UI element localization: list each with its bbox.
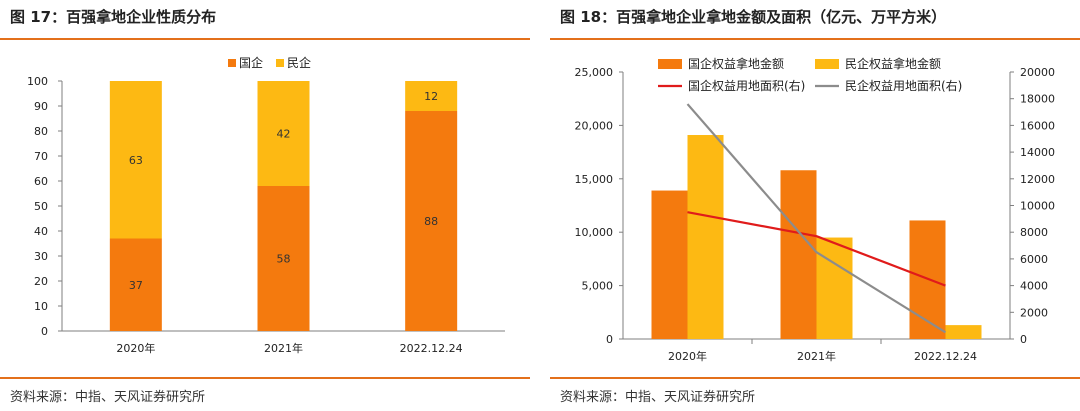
legend-private-area-label: 民企权益用地面积(右) <box>845 78 962 93</box>
legend-private-swatch <box>276 59 284 67</box>
y-tick-label: 20 <box>34 275 48 288</box>
x-tick-label: 2022.12.24 <box>914 350 977 363</box>
y-tick-label: 50 <box>34 200 48 213</box>
private-data-label: 12 <box>424 90 438 103</box>
soe-area-line <box>687 211 946 287</box>
left-y-tick-label: 20,000 <box>575 119 614 132</box>
private-bar <box>257 81 310 186</box>
soe-amount-bar <box>780 170 817 339</box>
right-y-tick-label: 0 <box>1020 333 1027 346</box>
right-y-tick-label: 2000 <box>1020 306 1048 319</box>
y-tick-label: 10 <box>34 300 48 313</box>
soe-bar <box>257 186 310 331</box>
right-y-tick-label: 20000 <box>1020 66 1055 79</box>
y-tick-label: 70 <box>34 150 48 163</box>
right-y-tick-label: 4000 <box>1020 280 1048 293</box>
y-tick-label: 90 <box>34 100 48 113</box>
left-source-note: 资料来源：中指、天风证券研究所 <box>10 390 206 405</box>
y-tick-label: 40 <box>34 225 48 238</box>
right-y-tick-label: 12000 <box>1020 173 1055 186</box>
private-bar <box>109 81 162 239</box>
soe-bar <box>405 111 458 331</box>
y-tick-label: 80 <box>34 125 48 138</box>
legend-private-amount-swatch <box>815 59 839 69</box>
y-tick-label: 100 <box>27 75 48 88</box>
land-amount-area-combo-chart: 0 5,000 10,000 15,000 20,000 25,000 0 2000 4000 6… <box>575 56 1056 363</box>
private-area-line <box>686 103 947 334</box>
legend-soe-label: 国企 <box>239 55 263 70</box>
x-tick-label: 2020年 <box>668 349 707 363</box>
private-amount-bar <box>687 135 724 339</box>
right-y-tick-label: 16000 <box>1020 119 1055 132</box>
right-y-tick-label: 8000 <box>1020 226 1048 239</box>
private-bar <box>405 81 458 111</box>
soe-data-label: 37 <box>129 279 143 292</box>
private-data-label: 63 <box>129 154 143 167</box>
legend-soe-swatch <box>228 59 236 67</box>
legend-soe-amount-label: 国企权益拿地金额 <box>688 56 784 71</box>
soe-bar <box>109 238 162 331</box>
soe-data-label: 88 <box>424 215 438 228</box>
y-tick-label: 0 <box>41 325 48 338</box>
left-figure-panel: 图 17：百强拿地企业性质分布 0 10 20 30 40 50 60 70 80 90 100 37… <box>0 0 530 411</box>
x-tick-label: 2022.12.24 <box>400 342 463 355</box>
left-y-tick-label: 5,000 <box>582 280 614 293</box>
right-top-rule <box>550 38 1080 40</box>
soe-amount-bar <box>651 190 688 339</box>
right-figure-title: 图 18：百强拿地企业拿地金额及面积（亿元、万平方米） <box>560 8 947 26</box>
legend-soe-amount-swatch <box>658 59 682 69</box>
private-data-label: 42 <box>277 128 291 141</box>
private-amount-bar <box>945 325 982 339</box>
right-source-note: 资料来源：中指、天风证券研究所 <box>560 390 756 405</box>
left-y-tick-label: 15,000 <box>575 173 614 186</box>
right-y-tick-label: 18000 <box>1020 93 1055 106</box>
x-tick-label: 2021年 <box>264 341 303 355</box>
y-tick-label: 60 <box>34 175 48 188</box>
soe-data-label: 58 <box>277 253 291 266</box>
legend-private-label: 民企 <box>287 55 311 70</box>
left-top-rule <box>0 38 530 40</box>
legend-private-amount-label: 民企权益拿地金额 <box>845 56 941 71</box>
left-y-tick-label: 25,000 <box>575 66 614 79</box>
right-y-tick-label: 10000 <box>1020 200 1055 213</box>
right-y-tick-label: 14000 <box>1020 146 1055 159</box>
right-bottom-rule <box>550 377 1080 379</box>
legend-soe-area-label: 国企权益用地面积(右) <box>688 78 805 93</box>
x-tick-label: 2020年 <box>116 341 155 355</box>
right-y-tick-label: 6000 <box>1020 253 1048 266</box>
left-figure-title: 图 17：百强拿地企业性质分布 <box>10 8 217 26</box>
right-figure-panel: 图 18：百强拿地企业拿地金额及面积（亿元、万平方米） 0 5,000 10,000… <box>550 0 1080 411</box>
left-y-tick-label: 0 <box>606 333 613 346</box>
y-tick-label: 30 <box>34 250 48 263</box>
x-tick-label: 2021年 <box>797 349 836 363</box>
private-amount-bar <box>816 237 853 339</box>
ownership-stacked-bar-chart: 0 10 20 30 40 50 60 70 80 90 100 37 63 2020年 58 42 2021年… <box>27 55 505 355</box>
left-y-tick-label: 10,000 <box>575 226 614 239</box>
left-bottom-rule <box>0 377 530 379</box>
